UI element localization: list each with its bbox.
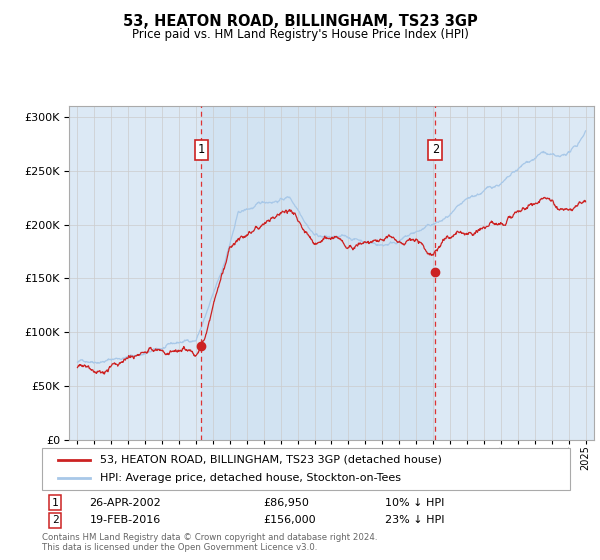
Text: 23% ↓ HPI: 23% ↓ HPI — [385, 515, 445, 525]
Text: Contains HM Land Registry data © Crown copyright and database right 2024.: Contains HM Land Registry data © Crown c… — [42, 533, 377, 542]
Text: 1: 1 — [52, 498, 59, 507]
Text: £156,000: £156,000 — [264, 515, 316, 525]
Text: Price paid vs. HM Land Registry's House Price Index (HPI): Price paid vs. HM Land Registry's House … — [131, 28, 469, 41]
Text: HPI: Average price, detached house, Stockton-on-Tees: HPI: Average price, detached house, Stoc… — [100, 473, 401, 483]
Text: This data is licensed under the Open Government Licence v3.0.: This data is licensed under the Open Gov… — [42, 543, 317, 552]
Text: 1: 1 — [198, 143, 205, 156]
Text: 53, HEATON ROAD, BILLINGHAM, TS23 3GP: 53, HEATON ROAD, BILLINGHAM, TS23 3GP — [122, 14, 478, 29]
Text: 53, HEATON ROAD, BILLINGHAM, TS23 3GP (detached house): 53, HEATON ROAD, BILLINGHAM, TS23 3GP (d… — [100, 455, 442, 465]
FancyBboxPatch shape — [42, 448, 570, 490]
Bar — [202, 106, 436, 440]
Text: 10% ↓ HPI: 10% ↓ HPI — [385, 498, 445, 507]
Text: £86,950: £86,950 — [264, 498, 310, 507]
Text: 2: 2 — [432, 143, 439, 156]
Text: 26-APR-2002: 26-APR-2002 — [89, 498, 161, 507]
Text: 19-FEB-2016: 19-FEB-2016 — [89, 515, 161, 525]
Text: 2: 2 — [52, 515, 59, 525]
